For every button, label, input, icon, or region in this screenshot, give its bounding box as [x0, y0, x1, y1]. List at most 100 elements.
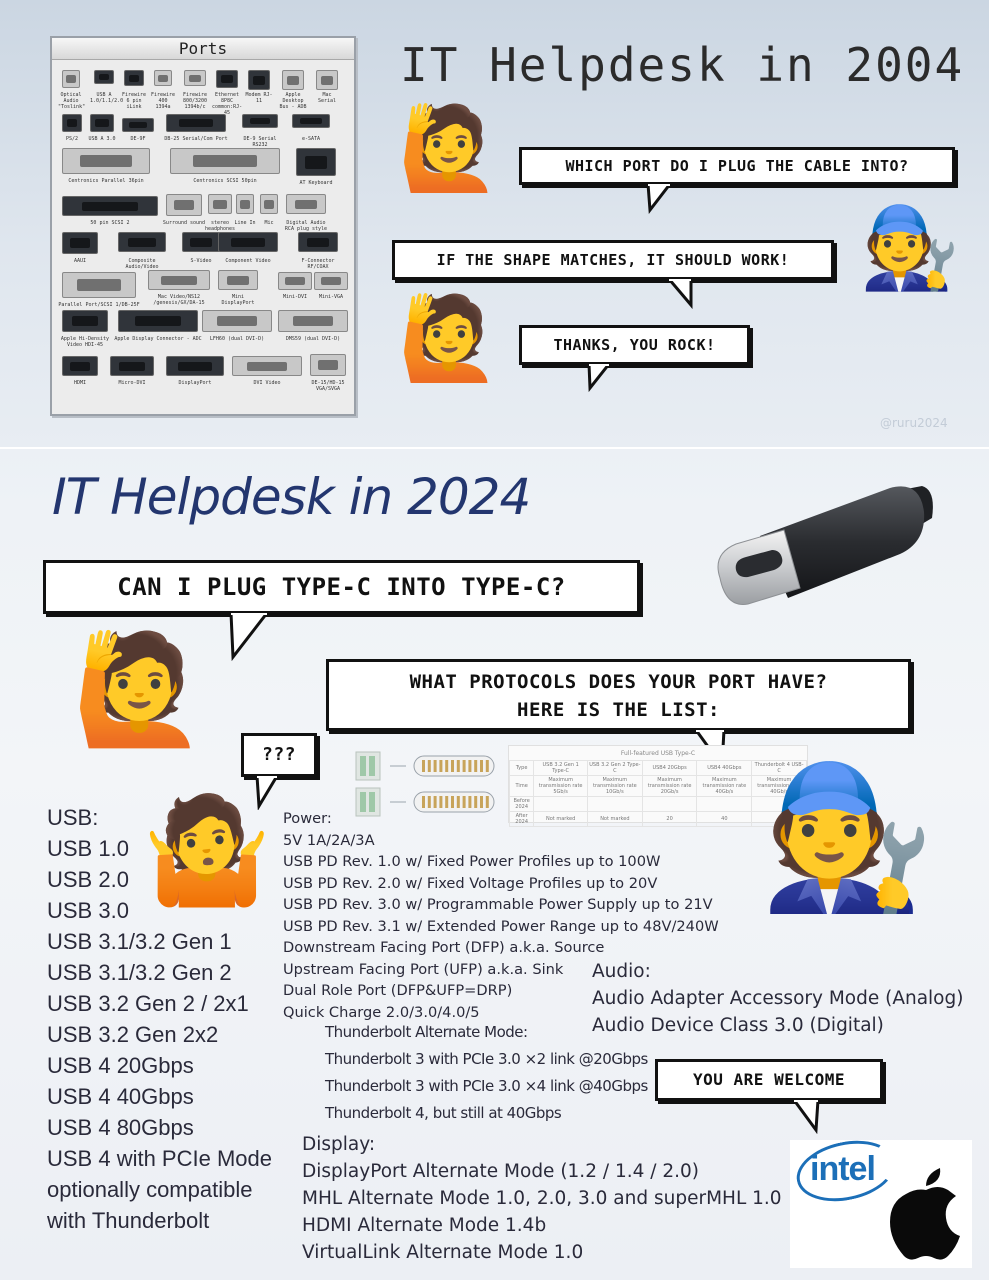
- pin-mark: [474, 760, 478, 772]
- port-label: Mic: [264, 220, 274, 226]
- port-connector-icon: [166, 194, 202, 216]
- usb-list-item: USB 1.0: [47, 836, 129, 861]
- port-item: HDMI: [62, 356, 98, 392]
- power-list-item: Dual Role Port (DFP&UFP=DRP): [283, 982, 513, 999]
- port-connector-icon: [282, 70, 304, 90]
- port-connector-icon: [62, 232, 98, 254]
- port-connector-icon: [62, 272, 136, 298]
- pin-mark: [480, 760, 483, 772]
- port-item: Surround sound: [163, 194, 205, 232]
- port-item: Parallel Port/SCSI 1/DB-25F: [58, 272, 140, 314]
- power-list-item: USB PD Rev. 1.0 w/ Fixed Power Profiles …: [283, 853, 661, 870]
- port-connector-icon: [118, 232, 166, 252]
- port-label: USB A 1.0/1.1/2.0: [90, 92, 124, 104]
- display-list-item: DisplayPort Alternate Mode (1.2 / 1.4 / …: [302, 1161, 700, 1182]
- usb-table-grid: Type USB 3.2 Gen 1 Type-C USB 3.2 Gen 2 Ty…: [508, 760, 807, 827]
- usb-table-cell: 40: [696, 811, 753, 827]
- port-item: Mini DisplayPort: [218, 270, 258, 306]
- port-label: DE-9 Serial RS232: [243, 136, 277, 148]
- display-list-item: HDMI Alternate Mode 1.4b: [302, 1215, 547, 1236]
- bubble-can-i-plug: CAN I PLUG TYPE-C INTO TYPE-C?: [43, 560, 640, 614]
- usb-list-item: USB 4 with PCIe Mode: [47, 1146, 272, 1171]
- port-label: Mac Video/NS12 /genesis/GX/DA-15: [153, 294, 205, 306]
- mechanic-icon: 🧑‍🔧: [860, 201, 960, 294]
- bubble-tail-you-are-welcome: [792, 1100, 820, 1134]
- port-connector-icon: [170, 148, 280, 174]
- usb-list-item: USB 3.2 Gen 2x2: [47, 1022, 219, 1047]
- pin-mark: [456, 760, 460, 772]
- port-connector-icon: [118, 310, 198, 332]
- display-list-item: MHL Alternate Mode 1.0, 2.0, 3.0 and sup…: [302, 1188, 782, 1209]
- port-label: S-Video: [190, 258, 212, 264]
- port-item: DE-9F: [122, 118, 154, 148]
- usb-type-c-table: Full-featured USB Type-C Type USB 3.2 Gen…: [508, 745, 808, 827]
- usb-list-item: USB 4 20Gbps: [47, 1053, 194, 1078]
- port-item: Digital Audio RCA plug style: [285, 194, 327, 232]
- bubble-shape-matches: IF THE SHAPE MATCHES, IT SHOULD WORK!: [392, 240, 834, 280]
- port-item: DVI Video: [232, 356, 302, 392]
- port-item: Firewire 400 1394a: [151, 70, 175, 110]
- port-item: DB-25 Serial/Com Port: [164, 114, 228, 148]
- intel-logo: intel: [810, 1150, 876, 1188]
- port-label: Firewire 400 1394a: [150, 92, 176, 110]
- usb-table-cell: Maximum transmission rate 10Gb/s: [586, 775, 643, 797]
- pin-mark: [427, 796, 431, 808]
- port-item: Micro-DVI: [110, 356, 154, 392]
- port-label: AT Keyboard: [299, 180, 333, 186]
- pin-mark: [451, 796, 454, 808]
- power-list-item: Downstream Facing Port (DFP) a.k.a. Sour…: [283, 939, 605, 956]
- port-label: 50 pin SCSI 2: [90, 220, 130, 226]
- usb-table-cell: Time: [508, 775, 535, 797]
- pin-mark: [485, 760, 489, 772]
- port-item: USB A 1.0/1.1/2.0: [90, 70, 123, 104]
- port-label: Ethernet 8P8C common:RJ-45: [212, 92, 243, 116]
- port-item: Composite Audio/Video: [118, 232, 166, 270]
- port-item: 50 pin SCSI 2: [62, 196, 158, 232]
- port-item: Firewire 800/3200 1394b/c: [183, 70, 207, 110]
- pin-mark: [462, 796, 466, 808]
- pin-mark: [451, 760, 454, 772]
- section-divider: [0, 447, 989, 449]
- usb-table-header: USB 3.2 Gen 1 Type-C: [533, 760, 588, 776]
- port-item: Mac Video/NS12 /genesis/GX/DA-15: [148, 270, 210, 306]
- port-label: Digital Audio RCA plug style: [284, 220, 328, 232]
- usb-list-item: USB 4 80Gbps: [47, 1115, 194, 1140]
- thunderbolt-modes-list: Thunderbolt Alternate Mode: Thunderbolt 3…: [325, 1019, 648, 1127]
- port-connector-icon: [94, 70, 114, 84]
- port-label: Firewire 800/3200 1394b/c: [182, 92, 208, 110]
- display-modes-list: Display: DisplayPort Alternate Mode (1.2 …: [302, 1131, 782, 1266]
- usb-list-item: USB 2.0: [47, 867, 129, 892]
- port-label: Mac Serial: [317, 92, 337, 104]
- display-list-item: VirtualLink Alternate Mode 1.0: [302, 1242, 584, 1263]
- bubble-tail-which-port: [646, 184, 672, 214]
- usb-table-title: Full-featured USB Type-C: [620, 750, 696, 757]
- port-label: Centronics Parallel 36pin: [68, 178, 144, 184]
- port-label: Optical Audio "Toslink": [58, 92, 86, 110]
- title-2024: IT Helpdesk in 2024: [52, 468, 531, 526]
- port-label: Line In: [234, 220, 256, 226]
- bubble-shape-matches-text: IF THE SHAPE MATCHES, IT SHOULD WORK!: [436, 251, 790, 269]
- port-connector-icon: [62, 356, 98, 376]
- port-item: Firewire 6 pin iLink: [122, 70, 146, 110]
- port-connector-icon: [236, 194, 254, 214]
- usb-table-cell: Maximum transmission rate 5Gb/s: [533, 775, 588, 797]
- bubble-thanks-text: THANKS, YOU ROCK!: [553, 336, 716, 354]
- pin-mark: [439, 760, 443, 772]
- port-label: Component Video: [225, 258, 271, 264]
- pin-mark: [485, 796, 489, 808]
- port-item: e-SATA: [292, 114, 330, 148]
- bubble-can-i-plug-text: CAN I PLUG TYPE-C INTO TYPE-C?: [117, 573, 566, 601]
- port-item: Apple Display Connector - ADC: [114, 310, 202, 348]
- usb-list-item: with Thunderbolt: [47, 1208, 210, 1233]
- power-list-item: Upstream Facing Port (UFP) a.k.a. Sink: [283, 960, 564, 978]
- ports-panel: Ports Optical Audio "Toslink" USB A 1.0/1…: [50, 36, 356, 416]
- port-label: USB A 3.0: [88, 136, 116, 142]
- usb-versions-list: USB: USB 1.0 USB 2.0 USB 3.0 USB 3.1/3.2 Gen…: [47, 802, 272, 1236]
- port-label: Composite Audio/Video: [125, 258, 159, 270]
- port-item: DE-9 Serial RS232: [242, 114, 278, 148]
- port-connector-icon: [248, 70, 270, 90]
- audio-list-item: Audio Adapter Accessory Mode (Analog): [592, 988, 964, 1009]
- person-shrugging-icon: 🤷: [142, 789, 272, 911]
- port-connector-icon: [62, 114, 82, 132]
- pin-mark: [474, 796, 478, 808]
